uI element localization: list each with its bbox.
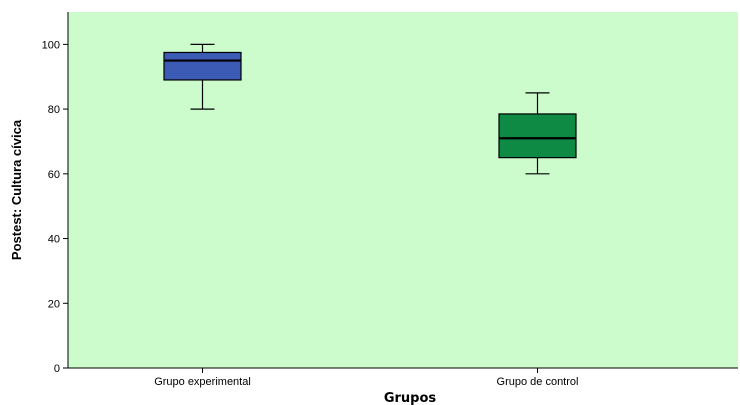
y-tick-label-40: 40 xyxy=(48,234,60,246)
x-axis-title: Grupos xyxy=(384,391,437,405)
y-ticks-layer: 0 20 40 60 80 100 xyxy=(42,39,68,375)
x-category-label-2: Grupo de control xyxy=(497,376,579,388)
x-category-label-1: Grupo experimental xyxy=(154,376,251,388)
y-tick-label-60: 60 xyxy=(48,169,60,181)
boxes-layer xyxy=(163,43,577,175)
y-tick-label-0: 0 xyxy=(54,363,60,375)
y-tick-label-80: 80 xyxy=(48,104,60,116)
box-1 xyxy=(163,43,242,110)
y-axis-title: Postest: Cultura cívica xyxy=(9,119,24,260)
x-categories-layer: Grupo experimental Grupo de control xyxy=(154,368,578,388)
iqr-box xyxy=(498,113,577,159)
box-2 xyxy=(498,92,577,175)
y-tick-label-20: 20 xyxy=(48,298,60,310)
y-tick-label-100: 100 xyxy=(42,39,60,51)
iqr-box xyxy=(163,51,242,81)
